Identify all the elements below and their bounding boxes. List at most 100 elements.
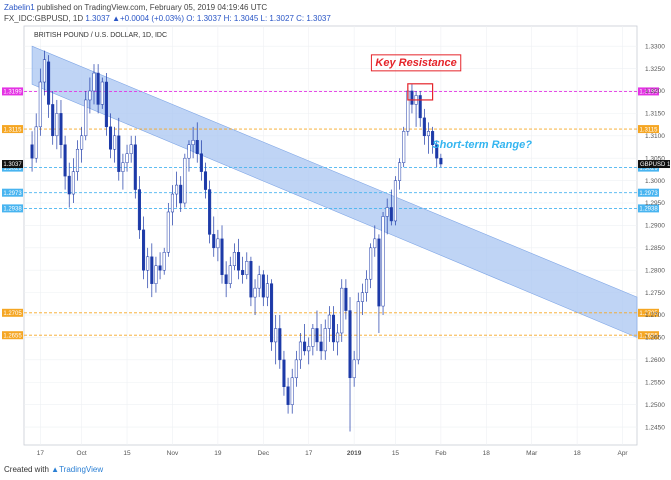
candle-up xyxy=(129,144,133,154)
candle-up xyxy=(290,377,294,405)
candle-up xyxy=(257,274,261,289)
x-tick-label: Apr xyxy=(617,450,628,457)
tradingview-logo-icon: ▲ xyxy=(51,465,60,474)
candle-up xyxy=(253,287,257,298)
level-tag-left xyxy=(2,87,23,96)
x-tick-label: 17 xyxy=(305,450,313,457)
level-label: 1.2705 xyxy=(639,311,658,317)
x-tick-label: Dec xyxy=(258,450,270,457)
y-tick-label: 1.3000 xyxy=(645,178,665,185)
candle-up xyxy=(88,90,92,101)
candle-up xyxy=(154,265,158,284)
candle-up xyxy=(34,126,38,159)
chart-title: BRITISH POUND / U.S. DOLLAR, 1D, IDC xyxy=(34,32,167,39)
y-tick-label: 1.2500 xyxy=(645,402,665,409)
candle-up xyxy=(55,113,59,137)
candle-up xyxy=(216,238,220,249)
candle-up xyxy=(336,332,340,343)
candle-down xyxy=(30,144,34,159)
chart-frame xyxy=(23,25,638,446)
candle-up xyxy=(360,292,364,302)
candle-down xyxy=(241,269,245,275)
y-tick-label: 1.3300 xyxy=(645,43,665,50)
y-tick-label: 1.3250 xyxy=(645,66,665,73)
last-price-label-left: 1.3037 xyxy=(3,162,22,168)
candle-down xyxy=(158,265,162,271)
candle-down xyxy=(117,135,121,172)
x-tick-label: Mar xyxy=(526,450,538,457)
level-label: 1.2938 xyxy=(639,207,658,213)
candle-down xyxy=(108,126,113,150)
candle-down xyxy=(422,117,426,137)
published-text: published on TradingView.com, February 0… xyxy=(36,3,268,12)
candle-up xyxy=(274,328,278,343)
candle-up xyxy=(75,148,80,172)
candle-down xyxy=(47,61,51,105)
x-tick-label: 15 xyxy=(392,450,400,457)
candle-down xyxy=(203,171,208,190)
level-label: 1.2655 xyxy=(3,333,22,339)
candle-down xyxy=(224,274,228,284)
candle-up xyxy=(42,59,46,83)
candle-down xyxy=(435,144,439,159)
candle-down xyxy=(236,252,241,271)
short-term-range-text: Short-term Range? xyxy=(432,139,532,151)
candle-down xyxy=(331,314,336,343)
candle-up xyxy=(265,283,269,298)
author-name[interactable]: Zabelin1 xyxy=(4,3,35,12)
candle-down xyxy=(278,328,282,361)
x-tick-label: Nov xyxy=(167,450,179,457)
candle-up xyxy=(162,252,166,271)
last-price-tag-left xyxy=(2,160,23,169)
price-axis[interactable]: 1.3300 1.3250 1.3200 1.3150 1.3100 1.3050 1.30… xyxy=(2,43,671,431)
y-tick-label: 1.2650 xyxy=(645,335,665,342)
y-tick-label: 1.3100 xyxy=(645,133,665,140)
candle-up xyxy=(228,265,232,284)
x-tick-label: 18 xyxy=(483,450,491,457)
candle-up xyxy=(323,328,327,352)
candle-down xyxy=(315,328,319,343)
candle-down xyxy=(212,234,216,249)
candle-down xyxy=(208,189,212,235)
y-tick-label: 1.2550 xyxy=(645,379,665,386)
candle-up xyxy=(307,346,311,352)
candle-up xyxy=(121,162,125,172)
candle-up xyxy=(113,135,117,150)
candle-up xyxy=(311,328,315,347)
y-tick-label: 1.2800 xyxy=(645,267,665,274)
channel-band xyxy=(31,45,638,338)
x-tick-label: 17 xyxy=(37,450,45,457)
y-tick-label: 1.2850 xyxy=(645,245,665,252)
candle-up xyxy=(327,314,331,329)
candle-down xyxy=(63,144,67,177)
level-tag-left xyxy=(2,204,23,213)
candle-down xyxy=(179,184,183,204)
y-tick-label: 1.3150 xyxy=(645,111,665,118)
level-tag-right xyxy=(638,87,659,96)
candle-up xyxy=(71,171,75,195)
level-label: 1.3199 xyxy=(639,90,658,96)
candle-down xyxy=(418,95,422,119)
tradingview-brand[interactable]: TradingView xyxy=(59,465,104,474)
symbol-interval: FX_IDC:GBPUSD, 1D xyxy=(4,14,84,23)
candle-down xyxy=(410,90,414,105)
candle-down xyxy=(137,189,141,231)
level-tag-right xyxy=(638,125,659,134)
y-tick-label: 1.2600 xyxy=(645,357,665,364)
candle-up xyxy=(175,184,179,195)
level-label: 1.2705 xyxy=(3,311,22,317)
candle-down xyxy=(150,256,154,284)
candle-up xyxy=(166,211,170,253)
quote-line: FX_IDC:GBPUSD, 1D 1.3037 ▲+0.0004 (+0.03… xyxy=(4,14,331,23)
footer: Created with ▲TradingView xyxy=(4,465,103,474)
level-label: 1.2655 xyxy=(639,333,658,339)
created-with-text: Created with xyxy=(4,465,49,474)
candle-down xyxy=(133,144,137,190)
candle-up xyxy=(245,261,249,275)
publisher-line: Zabelin1 published on TradingView.com, F… xyxy=(4,3,267,12)
candle-down xyxy=(59,113,63,146)
time-axis[interactable]: 17 Oct 15 Nov 19 Dec 17 2019 15 Feb 18 Mar 18 Apr xyxy=(37,450,629,457)
candle-down xyxy=(439,157,443,165)
candle-up xyxy=(381,216,385,307)
